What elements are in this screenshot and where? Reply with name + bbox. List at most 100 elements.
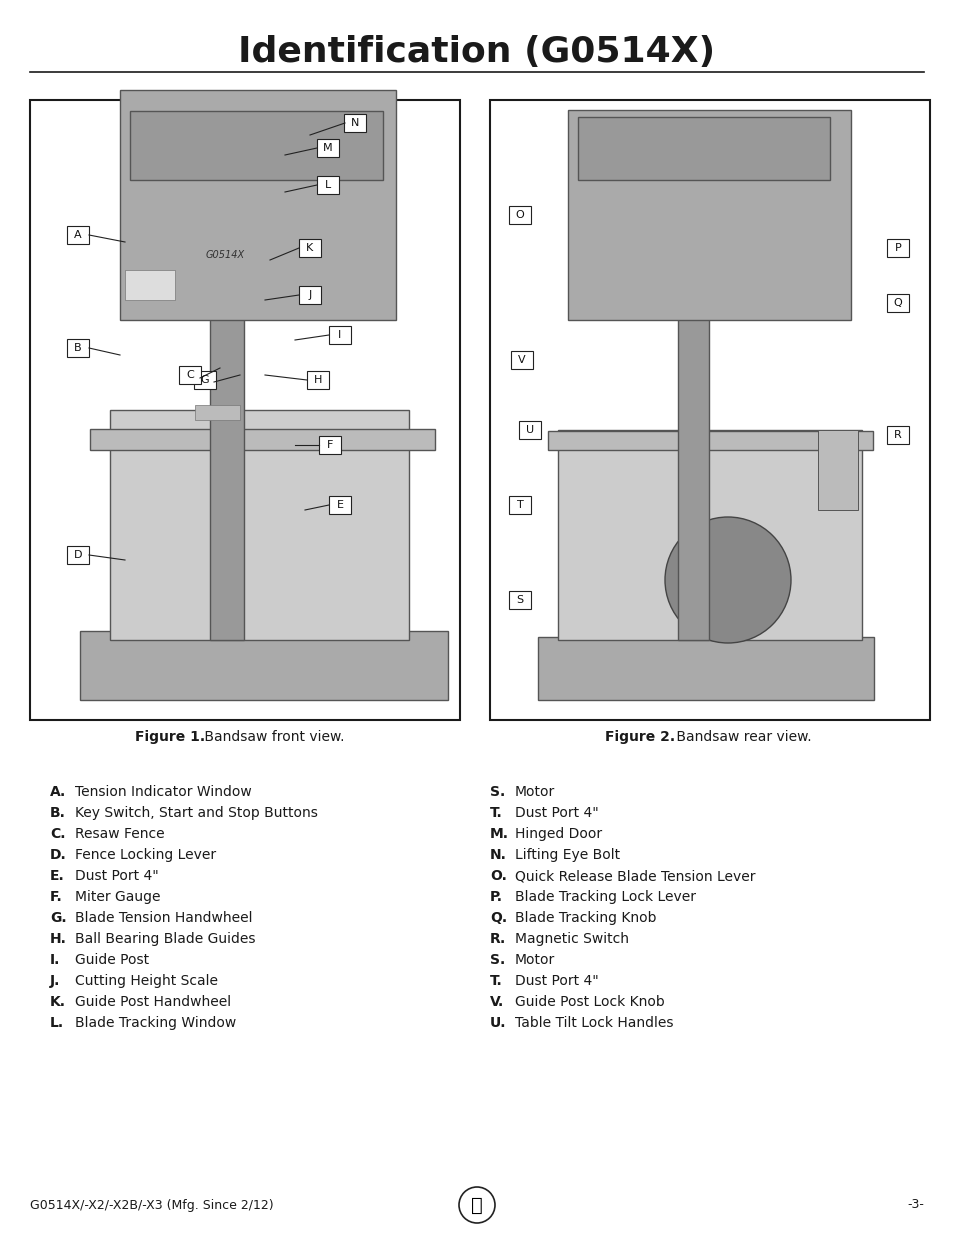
Text: O.: O. bbox=[490, 869, 506, 883]
Text: Blade Tracking Lock Lever: Blade Tracking Lock Lever bbox=[515, 890, 696, 904]
Text: Blade Tension Handwheel: Blade Tension Handwheel bbox=[75, 911, 253, 925]
FancyBboxPatch shape bbox=[578, 117, 829, 180]
Bar bbox=[125, 270, 174, 300]
Text: G: G bbox=[200, 375, 209, 385]
Text: Blade Tracking Knob: Blade Tracking Knob bbox=[515, 911, 656, 925]
Bar bbox=[194, 405, 240, 420]
FancyBboxPatch shape bbox=[817, 430, 857, 510]
FancyBboxPatch shape bbox=[329, 326, 351, 345]
Circle shape bbox=[664, 517, 790, 643]
Text: Guide Post: Guide Post bbox=[75, 953, 149, 967]
FancyBboxPatch shape bbox=[298, 240, 320, 257]
FancyBboxPatch shape bbox=[509, 592, 531, 609]
Text: S.: S. bbox=[490, 953, 505, 967]
Text: Resaw Fence: Resaw Fence bbox=[75, 827, 165, 841]
Text: Blade Tracking Window: Blade Tracking Window bbox=[75, 1016, 236, 1030]
Text: -3-: -3- bbox=[906, 1198, 923, 1212]
Text: F: F bbox=[327, 440, 333, 450]
Text: Motor: Motor bbox=[515, 953, 555, 967]
FancyBboxPatch shape bbox=[67, 226, 89, 245]
Text: V: V bbox=[517, 354, 525, 366]
FancyBboxPatch shape bbox=[298, 287, 320, 304]
Text: T.: T. bbox=[490, 806, 502, 820]
FancyBboxPatch shape bbox=[886, 426, 908, 445]
FancyBboxPatch shape bbox=[110, 410, 409, 640]
Text: D: D bbox=[73, 550, 82, 559]
Text: G0514X: G0514X bbox=[205, 249, 244, 261]
Text: Magnetic Switch: Magnetic Switch bbox=[515, 932, 628, 946]
FancyBboxPatch shape bbox=[67, 338, 89, 357]
FancyBboxPatch shape bbox=[307, 370, 329, 389]
Text: Guide Post Lock Knob: Guide Post Lock Knob bbox=[515, 995, 664, 1009]
Text: T.: T. bbox=[490, 974, 502, 988]
FancyBboxPatch shape bbox=[678, 168, 709, 640]
Text: Dust Port 4": Dust Port 4" bbox=[515, 974, 598, 988]
Text: Q: Q bbox=[893, 298, 902, 308]
Text: N: N bbox=[351, 119, 359, 128]
FancyBboxPatch shape bbox=[558, 430, 862, 640]
Text: M.: M. bbox=[490, 827, 509, 841]
Text: F.: F. bbox=[50, 890, 63, 904]
FancyBboxPatch shape bbox=[518, 421, 540, 438]
Text: L: L bbox=[325, 180, 331, 190]
Text: C.: C. bbox=[50, 827, 66, 841]
Text: Table Tilt Lock Handles: Table Tilt Lock Handles bbox=[515, 1016, 673, 1030]
Text: B: B bbox=[74, 343, 82, 353]
FancyBboxPatch shape bbox=[316, 140, 338, 157]
FancyBboxPatch shape bbox=[329, 496, 351, 514]
Text: N.: N. bbox=[490, 848, 506, 862]
Text: Hinged Door: Hinged Door bbox=[515, 827, 601, 841]
FancyBboxPatch shape bbox=[210, 111, 244, 640]
Text: Q.: Q. bbox=[490, 911, 507, 925]
Text: K: K bbox=[306, 243, 314, 253]
Text: I.: I. bbox=[50, 953, 60, 967]
Text: O: O bbox=[515, 210, 524, 220]
Text: B.: B. bbox=[50, 806, 66, 820]
Text: Miter Gauge: Miter Gauge bbox=[75, 890, 160, 904]
Text: 🐻: 🐻 bbox=[471, 1195, 482, 1214]
Text: A: A bbox=[74, 230, 82, 240]
FancyBboxPatch shape bbox=[509, 206, 531, 224]
FancyBboxPatch shape bbox=[179, 366, 201, 384]
Text: Motor: Motor bbox=[515, 785, 555, 799]
FancyBboxPatch shape bbox=[886, 240, 908, 257]
Text: J.: J. bbox=[50, 974, 60, 988]
Text: S: S bbox=[516, 595, 523, 605]
FancyBboxPatch shape bbox=[509, 496, 531, 514]
FancyBboxPatch shape bbox=[886, 294, 908, 312]
Text: M: M bbox=[323, 143, 333, 153]
FancyBboxPatch shape bbox=[511, 351, 533, 369]
Text: E: E bbox=[336, 500, 343, 510]
FancyBboxPatch shape bbox=[537, 637, 873, 700]
Text: R: R bbox=[893, 430, 901, 440]
Text: Figure 2.: Figure 2. bbox=[604, 730, 675, 743]
Text: Lifting Eye Bolt: Lifting Eye Bolt bbox=[515, 848, 619, 862]
Text: V.: V. bbox=[490, 995, 504, 1009]
FancyBboxPatch shape bbox=[344, 114, 366, 132]
Text: C: C bbox=[186, 370, 193, 380]
FancyBboxPatch shape bbox=[316, 177, 338, 194]
Text: G0514X/-X2/-X2B/-X3 (Mfg. Since 2/12): G0514X/-X2/-X2B/-X3 (Mfg. Since 2/12) bbox=[30, 1198, 274, 1212]
Text: Ball Bearing Blade Guides: Ball Bearing Blade Guides bbox=[75, 932, 255, 946]
FancyBboxPatch shape bbox=[318, 436, 340, 454]
Text: P: P bbox=[894, 243, 901, 253]
Text: A.: A. bbox=[50, 785, 66, 799]
Text: L.: L. bbox=[50, 1016, 64, 1030]
Text: Bandsaw rear view.: Bandsaw rear view. bbox=[671, 730, 811, 743]
Text: U.: U. bbox=[490, 1016, 506, 1030]
Text: Dust Port 4": Dust Port 4" bbox=[75, 869, 158, 883]
FancyBboxPatch shape bbox=[120, 90, 395, 320]
Text: Dust Port 4": Dust Port 4" bbox=[515, 806, 598, 820]
Text: T: T bbox=[517, 500, 523, 510]
Text: K.: K. bbox=[50, 995, 66, 1009]
FancyBboxPatch shape bbox=[567, 110, 851, 320]
Text: R.: R. bbox=[490, 932, 506, 946]
Text: Quick Release Blade Tension Lever: Quick Release Blade Tension Lever bbox=[515, 869, 755, 883]
Text: Bandsaw front view.: Bandsaw front view. bbox=[200, 730, 344, 743]
FancyBboxPatch shape bbox=[193, 370, 215, 389]
FancyBboxPatch shape bbox=[490, 100, 929, 720]
Circle shape bbox=[458, 1187, 495, 1223]
FancyBboxPatch shape bbox=[30, 100, 459, 720]
FancyBboxPatch shape bbox=[67, 546, 89, 564]
Text: G.: G. bbox=[50, 911, 67, 925]
